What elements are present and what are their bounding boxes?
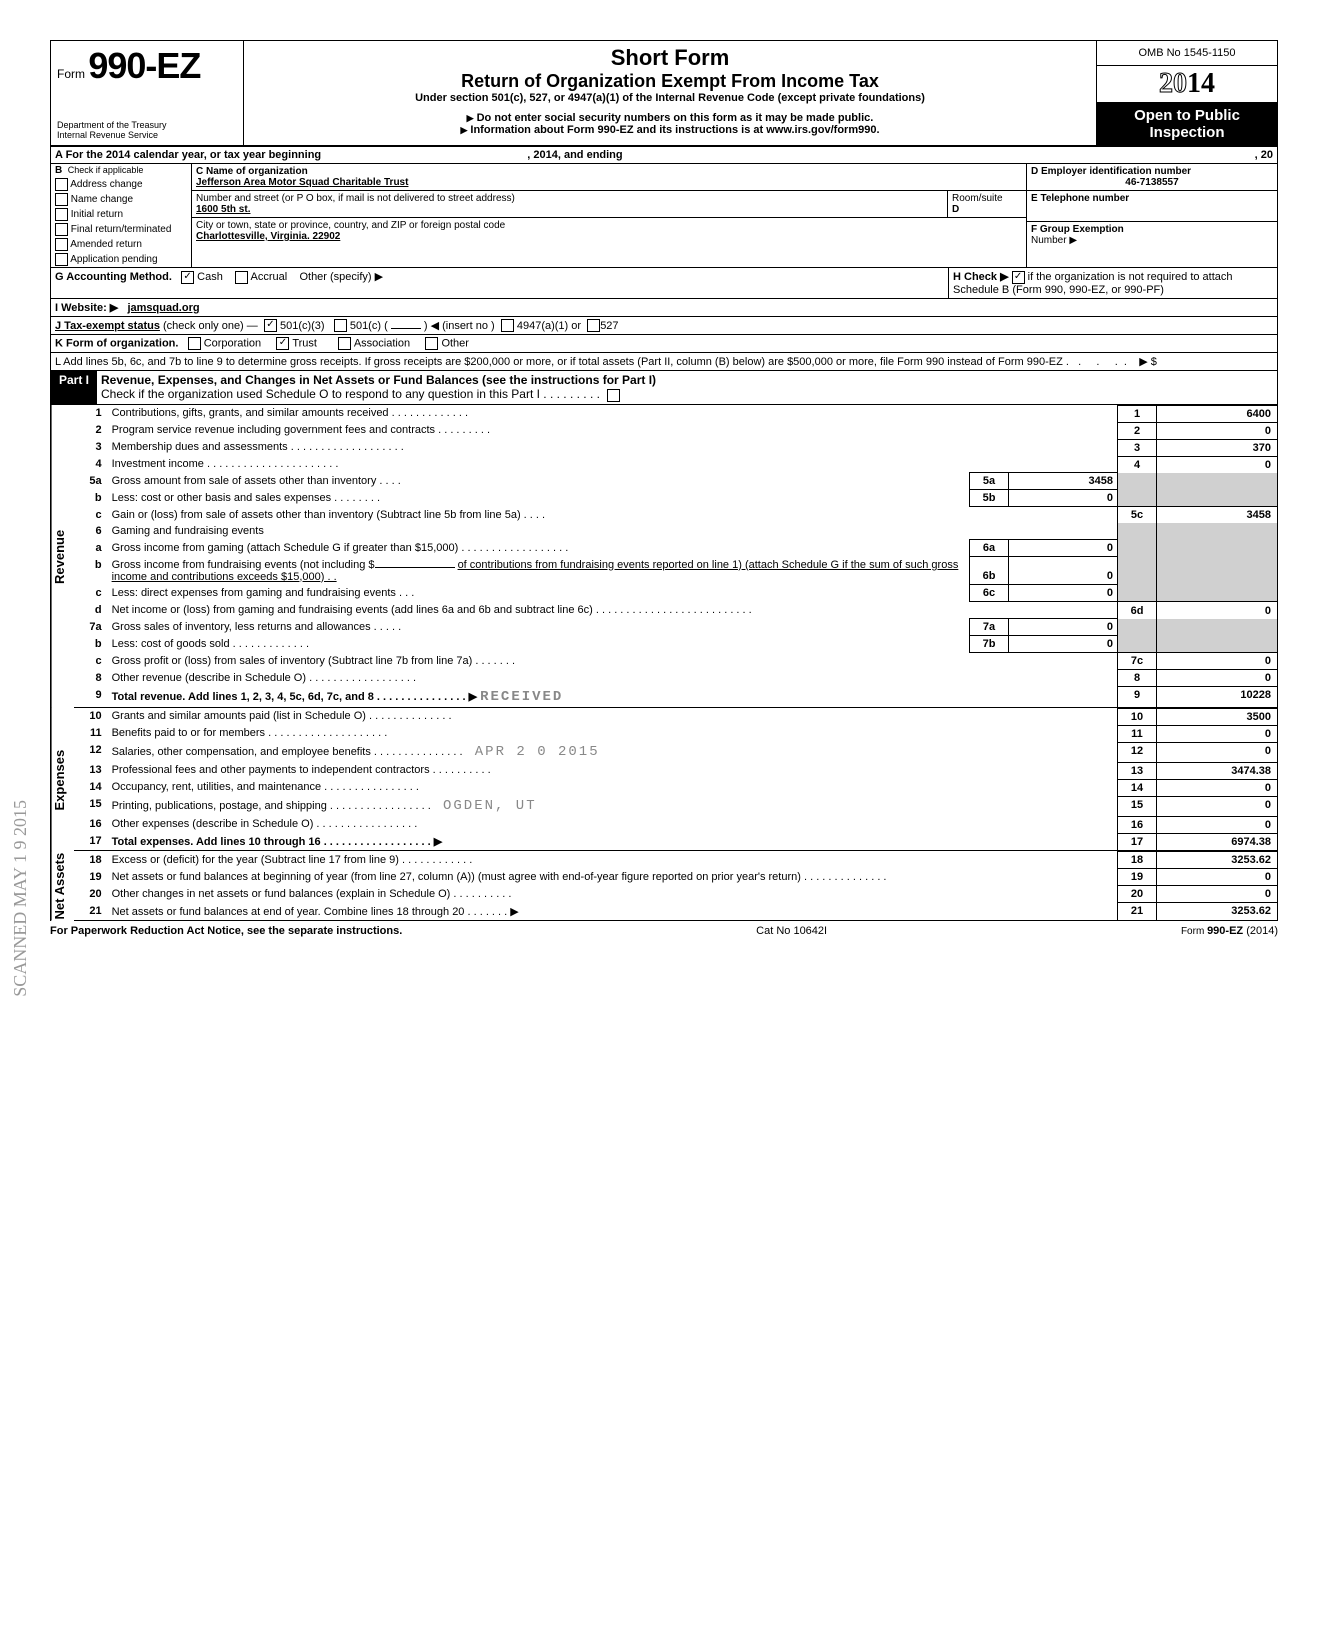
- dept-irs: Internal Revenue Service: [57, 131, 237, 141]
- date-stamp: APR 2 0 2015: [475, 744, 600, 760]
- checkbox-pending[interactable]: [55, 253, 68, 266]
- city-value: Charlottesville, Virginia. 22902: [196, 231, 340, 242]
- checkbox-h[interactable]: ✓: [1012, 271, 1025, 284]
- section-f-label: F Group Exemption: [1031, 224, 1124, 235]
- line-l: L Add lines 5b, 6c, and 7b to line 9 to …: [55, 356, 1069, 368]
- part1-label: Part I: [51, 371, 97, 403]
- checkbox-final-return[interactable]: [55, 223, 68, 236]
- footer-left: For Paperwork Reduction Act Notice, see …: [50, 925, 402, 937]
- line-h-label: H Check ▶: [953, 271, 1009, 283]
- checkbox-corp[interactable]: [188, 337, 201, 350]
- title-short-form: Short Form: [252, 45, 1088, 71]
- line-a: A For the 2014 calendar year, or tax yea…: [51, 147, 1089, 163]
- subtitle: Under section 501(c), 527, or 4947(a)(1)…: [252, 92, 1088, 104]
- checkbox-501c[interactable]: [334, 319, 347, 332]
- addr-label: Number and street (or P O box, if mail i…: [196, 193, 515, 204]
- tax-year: 2014: [1097, 66, 1277, 103]
- ogden-stamp: OGDEN, UT: [443, 798, 537, 814]
- form-prefix: Form: [57, 67, 85, 81]
- line-j-label: J Tax-exempt status: [55, 320, 160, 332]
- netassets-table: 18Excess or (deficit) for the year (Subt…: [74, 851, 1278, 921]
- netassets-label: Net Assets: [51, 851, 74, 921]
- ein: 46-7138557: [1031, 177, 1273, 188]
- part1-title: Revenue, Expenses, and Changes in Net As…: [101, 373, 656, 387]
- received-stamp: RECEIVED: [480, 689, 563, 705]
- title-return: Return of Organization Exempt From Incom…: [252, 71, 1088, 92]
- checkbox-address-change[interactable]: [55, 178, 68, 191]
- note-info: Information about Form 990-EZ and its in…: [252, 124, 1088, 136]
- checkbox-501c3[interactable]: ✓: [264, 319, 277, 332]
- scanned-stamp: SCANNED MAY 1 9 2015: [10, 800, 31, 997]
- room-label: Room/suite: [952, 193, 1003, 204]
- line-g-label: G Accounting Method.: [55, 271, 172, 283]
- expenses-table: 10Grants and similar amounts paid (list …: [74, 708, 1278, 852]
- section-c-label: C Name of organization: [196, 166, 308, 177]
- section-b: B Check if applicable Address change Nam…: [51, 164, 192, 267]
- form-number: 990-EZ: [88, 45, 200, 86]
- org-name: Jefferson Area Motor Squad Charitable Tr…: [196, 177, 408, 188]
- checkbox-schedule-o[interactable]: [607, 389, 620, 402]
- website: jamsquad.org: [127, 302, 199, 314]
- revenue-table: 1Contributions, gifts, grants, and simil…: [74, 405, 1278, 708]
- checkbox-4947[interactable]: [501, 319, 514, 332]
- omb-number: OMB No 1545-1150: [1097, 41, 1277, 66]
- checkbox-assoc[interactable]: [338, 337, 351, 350]
- expenses-label: Expenses: [51, 708, 74, 852]
- line-l-arrow: ▶ $: [1139, 356, 1157, 368]
- section-d-label: D Employer identification number: [1031, 166, 1191, 177]
- checkbox-trust[interactable]: ✓: [276, 337, 289, 350]
- line-k-label: K Form of organization.: [55, 338, 178, 350]
- footer-mid: Cat No 10642I: [756, 925, 827, 937]
- checkbox-cash[interactable]: ✓: [181, 271, 194, 284]
- checkbox-other[interactable]: [425, 337, 438, 350]
- footer-right: Form 990-EZ (2014): [1181, 925, 1278, 937]
- room-value: D: [952, 204, 959, 215]
- footer: For Paperwork Reduction Act Notice, see …: [50, 921, 1278, 937]
- checkbox-527[interactable]: [587, 319, 600, 332]
- part1-check: Check if the organization used Schedule …: [101, 387, 600, 401]
- section-e-label: E Telephone number: [1031, 193, 1129, 204]
- revenue-label: Revenue: [51, 405, 74, 708]
- checkbox-initial-return[interactable]: [55, 208, 68, 221]
- line-i-label: I Website: ▶: [55, 302, 118, 314]
- form-header: Form 990-EZ Department of the Treasury I…: [50, 40, 1278, 147]
- note-ssn: Do not enter social security numbers on …: [252, 112, 1088, 124]
- checkbox-amended[interactable]: [55, 238, 68, 251]
- city-label: City or town, state or province, country…: [196, 220, 505, 231]
- street-address: 1600 5th st.: [196, 204, 250, 215]
- section-f-number: Number ▶: [1031, 235, 1077, 246]
- line-a-end: , 20: [1089, 147, 1277, 163]
- open-to-public: Open to Public Inspection: [1097, 103, 1277, 145]
- checkbox-accrual[interactable]: [235, 271, 248, 284]
- checkbox-name-change[interactable]: [55, 193, 68, 206]
